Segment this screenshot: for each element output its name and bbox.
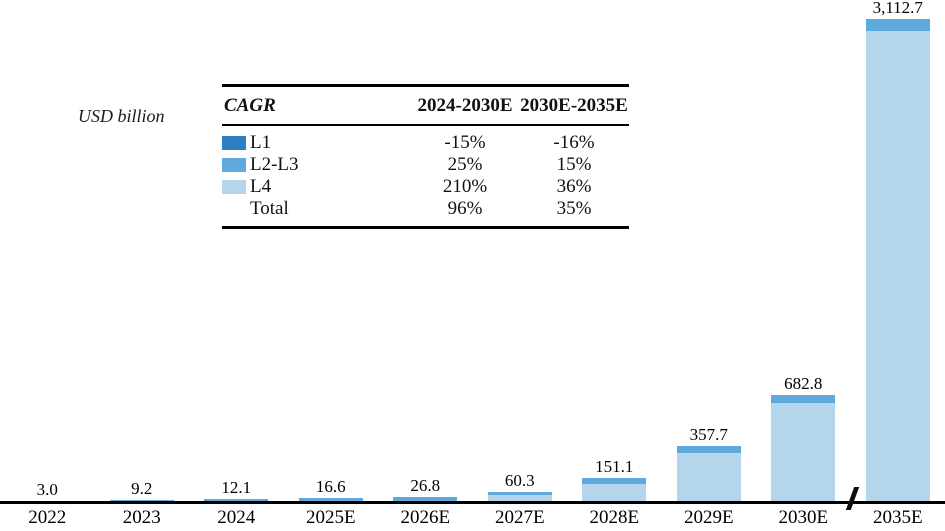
x-tick-label-2028e: 2028E <box>589 507 640 528</box>
cagr-legend-table: CAGR 2024-2030E 2030E-2035E L1 -15% -16% L2… <box>222 84 629 229</box>
x-axis-labels: 2022 2023 2024 2025E 2026E 2027E 2028E 2029E 203… <box>0 507 945 529</box>
x-tick-label-2025e: 2025E <box>305 507 356 528</box>
bar-segment-l2-l3 <box>676 445 741 453</box>
bar-segment-l4 <box>865 31 930 501</box>
cagr-column-2024-2030e: 2024-2030E <box>417 95 513 116</box>
bar-value-label: 26.8 <box>410 475 441 495</box>
bar-2030e <box>771 395 836 501</box>
bar-segment-l2-l3 <box>865 19 930 32</box>
bar-group-2023: 9.2 <box>95 0 190 501</box>
bar-value-label: 16.6 <box>315 477 346 497</box>
bar-segment-l2-l3 <box>582 477 647 484</box>
bar-group-2022: 3.0 <box>0 0 95 501</box>
legend-label-text: L1 <box>250 132 272 153</box>
bar-value-label: 357.7 <box>689 424 728 444</box>
x-axis-line <box>0 501 945 504</box>
bar-segment-l2-l3 <box>487 491 552 496</box>
bar-segment-l4 <box>771 403 836 501</box>
bar-value-label: 9.2 <box>131 478 153 498</box>
legend-label-total: Total <box>222 198 411 220</box>
bar-segment-l4 <box>487 495 552 501</box>
bar-2027e <box>487 491 552 501</box>
cagr-value-2024-2030e: -15% <box>444 132 486 153</box>
bar-group-2027e: 60.3 <box>473 0 568 501</box>
bar-segment-l2-l3 <box>393 496 458 501</box>
bar-segment-l2-l3 <box>204 499 269 501</box>
bar-2023 <box>109 499 174 501</box>
bar-value-label: 151.1 <box>595 456 634 476</box>
cagr-value-2030e-2035e: -16% <box>553 132 595 153</box>
x-tick-label-2024: 2024 <box>217 507 256 528</box>
x-tick-label-2029e: 2029E <box>683 507 734 528</box>
legend-swatch-l1-icon <box>222 136 246 150</box>
bar-segment-l4 <box>676 452 741 501</box>
bar-2028e <box>582 477 647 501</box>
cagr-row-l1: L1 -15% -16% <box>222 132 629 154</box>
legend-swatch-l4-icon <box>222 180 246 194</box>
bar-2026e <box>393 496 458 501</box>
legend-label-l4: L4 <box>222 176 411 198</box>
legend-label-text: Total <box>250 198 289 219</box>
cagr-table-header: CAGR 2024-2030E 2030E-2035E <box>222 87 629 126</box>
x-tick-label-2027e: 2027E <box>494 507 545 528</box>
x-tick-label-2023: 2023 <box>122 507 161 528</box>
bar-group-2024: 12.1 <box>189 0 284 501</box>
cagr-row-total: Total 96% 35% <box>222 198 629 220</box>
bar-value-label: 3,112.7 <box>872 0 923 18</box>
x-tick-label-2022: 2022 <box>28 507 67 528</box>
bar-value-label: 12.1 <box>221 478 252 498</box>
bar-group-2026e: 26.8 <box>378 0 473 501</box>
cagr-table-title: CAGR <box>224 95 276 116</box>
cagr-column-2030e-2035e: 2030E-2035E <box>520 95 628 116</box>
legend-label-l1: L1 <box>222 132 411 154</box>
bar-value-label: 60.3 <box>504 470 535 490</box>
bar-segment-l2-l3 <box>298 498 363 501</box>
cagr-table-body: L1 -15% -16% L2-L3 25% 15% L4 210% 36% Total 96% 35… <box>222 126 629 226</box>
bar-2024 <box>204 499 269 501</box>
bar-segment-l4 <box>582 483 647 501</box>
cagr-value-2030e-2035e: 15% <box>556 154 592 175</box>
x-tick-label-2026e: 2026E <box>400 507 451 528</box>
bar-group-2028e: 151.1 <box>567 0 662 501</box>
bar-2029e <box>676 445 741 501</box>
cagr-value-2024-2030e: 25% <box>447 154 483 175</box>
cagr-value-2024-2030e: 96% <box>447 198 483 219</box>
bar-2035e <box>865 19 930 501</box>
cagr-value-2030e-2035e: 35% <box>556 198 592 219</box>
x-tick-label-2030e: 2030E <box>778 507 829 528</box>
cagr-row-l4: L4 210% 36% <box>222 176 629 198</box>
bar-value-label: 682.8 <box>784 374 823 394</box>
y-axis-unit-label: USD billion <box>78 106 165 126</box>
legend-label-l2-l3: L2-L3 <box>222 154 411 176</box>
legend-label-text: L2-L3 <box>250 154 299 175</box>
cagr-row-l2-l3: L2-L3 25% 15% <box>222 154 629 176</box>
x-tick-label-2035e: 2035E <box>872 507 923 528</box>
bar-group-2025e: 16.6 <box>284 0 379 501</box>
legend-label-text: L4 <box>250 176 272 197</box>
bar-segment-l2-l3 <box>771 395 836 404</box>
bar-value-label: 3.0 <box>36 479 58 499</box>
cagr-value-2024-2030e: 210% <box>442 176 488 197</box>
bar-group-2035e: 3,112.7 <box>851 0 945 501</box>
bar-group-2029e: 357.7 <box>662 0 757 501</box>
bar-group-2030e: 682.8 <box>756 0 851 501</box>
bars-area: 3.0 9.2 12.1 16.6 26.8 60.3 151.1 357.7 682.8 3,1… <box>0 0 945 501</box>
cagr-value-2030e-2035e: 36% <box>556 176 592 197</box>
legend-swatch-l2-l3-icon <box>222 158 246 172</box>
bar-2025e <box>298 498 363 501</box>
bar-segment-l2-l3 <box>109 499 174 501</box>
